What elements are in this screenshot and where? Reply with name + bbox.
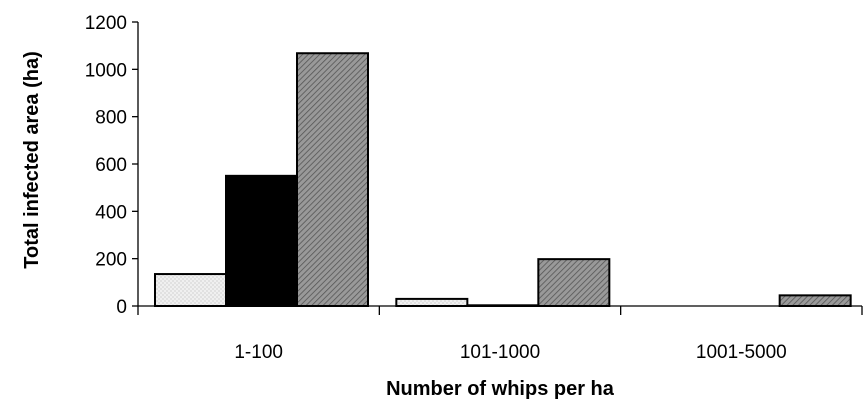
plot-area: 0 200 400 600 800 1000 1200 1-100 101-1000 1001-5…	[85, 13, 863, 363]
y-tick-label: 600	[95, 155, 127, 176]
bar	[466, 304, 540, 308]
bar	[537, 258, 611, 308]
bar	[154, 273, 227, 307]
x-category-label: 1001-5000	[696, 342, 787, 363]
y-tick-label: 0	[116, 297, 127, 318]
bar	[778, 294, 852, 308]
bar	[296, 52, 369, 307]
y-tick-label: 1200	[85, 13, 127, 34]
y-tick-label: 400	[95, 202, 127, 223]
y-tick-label: 200	[95, 250, 127, 271]
x-axis-title: Number of whips per ha	[386, 378, 615, 400]
x-category-label: 101-1000	[460, 342, 540, 363]
y-axis-title: Total infected area (ha)	[21, 51, 43, 268]
bar	[395, 297, 469, 307]
bar	[225, 174, 298, 307]
y-tick-label: 800	[95, 108, 127, 129]
y-tick-label: 1000	[85, 60, 127, 81]
x-category-label: 1-100	[234, 342, 283, 363]
